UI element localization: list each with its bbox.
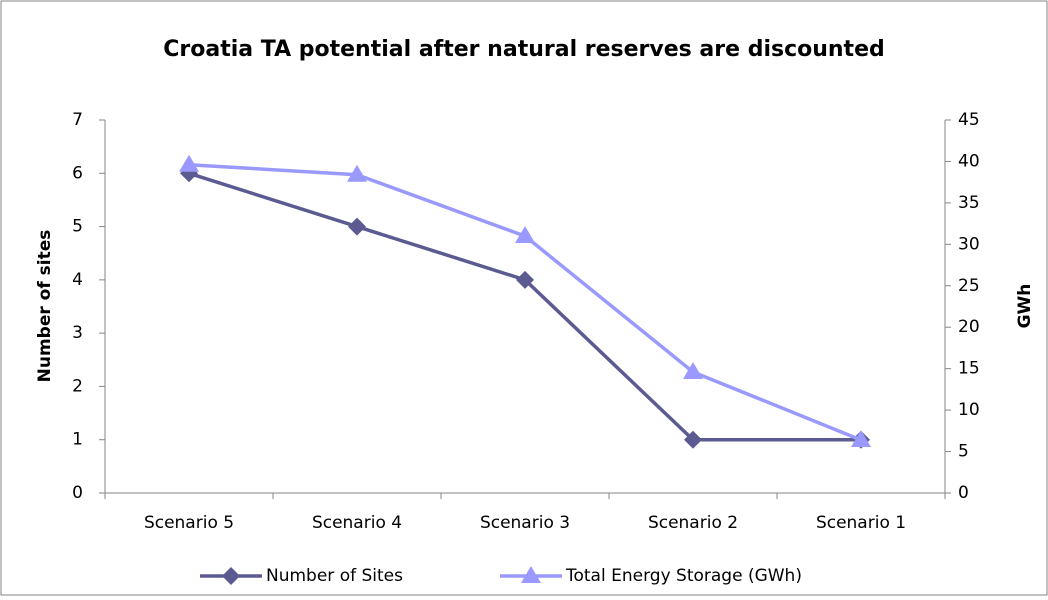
y2-tick-label: 20 — [958, 317, 980, 337]
x-tick-label: Scenario 5 — [144, 513, 234, 533]
y-tick-label: 3 — [72, 323, 83, 343]
data-point — [516, 270, 534, 289]
y2-tick-label: 25 — [958, 276, 980, 296]
y2-axis-label: GWh — [1015, 284, 1035, 329]
legend-marker — [222, 567, 240, 585]
y2-tick-label: 45 — [958, 110, 980, 130]
chart-title: Croatia TA potential after natural reser… — [163, 37, 885, 62]
data-point — [515, 226, 535, 244]
x-tick-label: Scenario 3 — [480, 513, 570, 533]
data-point — [684, 430, 702, 449]
y-tick-label: 4 — [72, 270, 83, 290]
data-point — [179, 154, 199, 172]
y2-tick-label: 10 — [958, 400, 980, 420]
x-tick-label: Scenario 4 — [312, 513, 402, 533]
y-tick-label: 1 — [72, 430, 83, 450]
y-tick-label: 7 — [72, 110, 83, 130]
y2-tick-label: 35 — [958, 193, 980, 213]
y2-tick-label: 5 — [958, 442, 969, 462]
legend-marker — [521, 566, 541, 583]
y-tick-label: 6 — [72, 163, 83, 183]
y-tick-label: 5 — [72, 217, 83, 237]
legend-label: Total Energy Storage (GWh) — [565, 566, 802, 586]
y2-tick-label: 40 — [958, 151, 980, 171]
data-point — [348, 217, 366, 236]
data-point — [851, 429, 871, 447]
y2-tick-label: 30 — [958, 234, 980, 254]
y2-tick-label: 15 — [958, 359, 980, 379]
x-tick-label: Scenario 1 — [816, 513, 906, 533]
y-axis-label: Number of sites — [35, 230, 55, 383]
data-point — [347, 164, 367, 182]
data-point — [683, 361, 703, 379]
y2-tick-label: 0 — [958, 483, 969, 503]
legend-label: Number of Sites — [266, 566, 403, 586]
y-tick-label: 2 — [72, 376, 83, 396]
y-tick-label: 0 — [72, 483, 83, 503]
x-tick-label: Scenario 2 — [648, 513, 738, 533]
